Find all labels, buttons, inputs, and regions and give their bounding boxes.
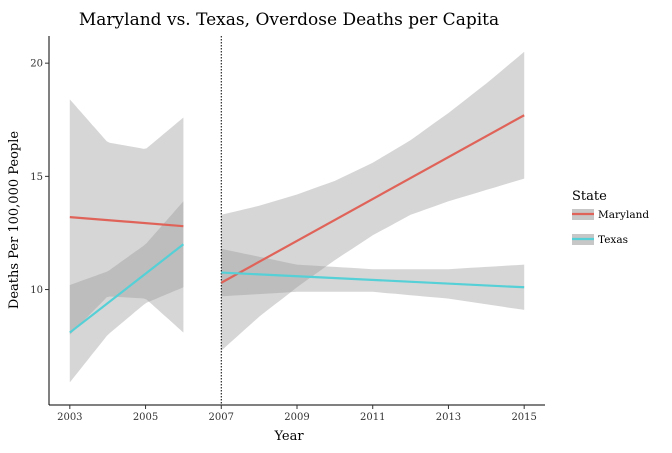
- trend-line-maryland-2: [220, 114, 525, 284]
- y-axis-title: Deaths Per 100,000 People: [7, 131, 22, 310]
- confidence-bands: [69, 51, 525, 383]
- x-axis-title: Year: [273, 429, 304, 444]
- chart-title: Maryland vs. Texas, Overdose Deaths per …: [79, 10, 499, 30]
- trend-line-texas-2: [221, 271, 525, 289]
- x-tick-label: 2005: [133, 412, 158, 423]
- trend-line-texas-1: [69, 243, 185, 334]
- legend-title: State: [572, 189, 607, 204]
- legend-item-maryland: Maryland: [572, 209, 649, 221]
- y-tick-label: 10: [30, 285, 43, 296]
- legend-label: Texas: [598, 234, 628, 246]
- confidence-band-maryland-1: [69, 99, 184, 335]
- confidence-band-maryland-2: [221, 51, 525, 351]
- x-tick-label: 2011: [360, 412, 385, 423]
- x-tick-label: 2009: [284, 412, 309, 423]
- confidence-band-texas-1: [69, 201, 184, 383]
- trend-lines: [69, 114, 525, 334]
- x-tick-label: 2015: [511, 412, 536, 423]
- y-axis-ticks: 10 15 20: [30, 59, 49, 296]
- x-tick-label: 2003: [57, 412, 82, 423]
- legend: State Maryland Texas: [572, 189, 649, 246]
- x-tick-label: 2013: [436, 412, 461, 423]
- x-axis-ticks: 2003 2005 2007 2009 2011 2013 2015: [57, 405, 537, 423]
- legend-item-texas: Texas: [572, 234, 628, 246]
- trend-line-maryland-1: [69, 216, 184, 228]
- y-tick-label: 20: [30, 59, 43, 70]
- y-tick-label: 15: [30, 172, 43, 183]
- legend-label: Maryland: [598, 209, 649, 221]
- x-tick-label: 2007: [209, 412, 234, 423]
